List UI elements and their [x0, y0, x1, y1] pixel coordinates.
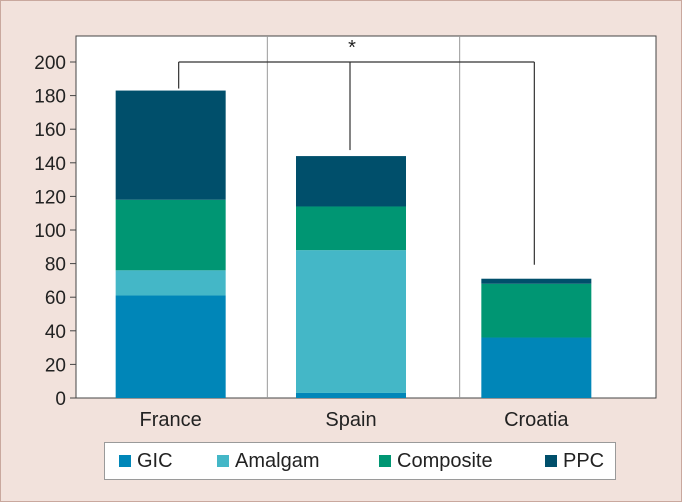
y-tick-label: 120 — [34, 187, 66, 208]
y-axis: 0 20 40 60 80 100 120 140 160 180 200 — [34, 53, 76, 410]
legend-item-composite: Composite — [379, 443, 493, 479]
legend-item-gic: GIC — [119, 443, 173, 479]
significance-marker: * — [348, 37, 356, 59]
legend-label: GIC — [137, 449, 173, 472]
y-tick-label: 80 — [45, 255, 66, 276]
legend-item-amalgam: Amalgam — [217, 443, 319, 479]
x-category-label: Croatia — [504, 409, 569, 431]
x-category-label: France — [140, 409, 202, 431]
legend-swatch — [379, 455, 391, 467]
significance-bracket: * — [178, 37, 535, 265]
legend-swatch — [119, 455, 131, 467]
legend: GIC Amalgam Composite PPC — [104, 442, 616, 480]
legend-item-ppc: PPC — [545, 443, 604, 479]
bars — [115, 90, 592, 398]
y-tick-label: 40 — [45, 322, 66, 343]
y-tick-label: 180 — [34, 87, 66, 108]
legend-label: PPC — [563, 449, 605, 472]
x-category-label: Spain — [325, 409, 376, 431]
bar-segment-ppc-spain — [296, 156, 406, 207]
bar-segment-composite-france — [115, 199, 226, 271]
category-separators — [266, 36, 461, 398]
bar-segment-ppc-croatia — [481, 278, 592, 284]
bar-segment-amalgam-spain — [296, 250, 406, 393]
bar-segment-ppc-france — [115, 90, 226, 200]
legend-label: Amalgam — [235, 449, 320, 472]
bar-segment-gic-croatia — [481, 337, 592, 398]
legend-label: Composite — [397, 449, 493, 472]
bar-segment-composite-spain — [296, 206, 406, 251]
bar-segment-amalgam-france — [115, 270, 226, 296]
y-tick-label: 0 — [55, 389, 66, 410]
y-tick-label: 140 — [34, 154, 66, 175]
y-tick-label: 100 — [34, 221, 66, 242]
y-tick-label: 20 — [45, 355, 66, 376]
bar-segment-gic-france — [115, 295, 226, 398]
y-tick-label: 160 — [34, 120, 66, 141]
y-tick-label: 60 — [45, 288, 66, 309]
bar-segment-gic-spain — [296, 392, 406, 398]
x-axis-labels: France Spain Croatia — [140, 409, 570, 431]
y-tick-label: 200 — [34, 53, 66, 74]
legend-swatch — [545, 455, 557, 467]
stacked-bar-chart: 0 20 40 60 80 100 120 140 160 180 200 France Spain C… — [34, 35, 657, 431]
legend-swatch — [217, 455, 229, 467]
bar-segment-composite-croatia — [481, 283, 592, 338]
